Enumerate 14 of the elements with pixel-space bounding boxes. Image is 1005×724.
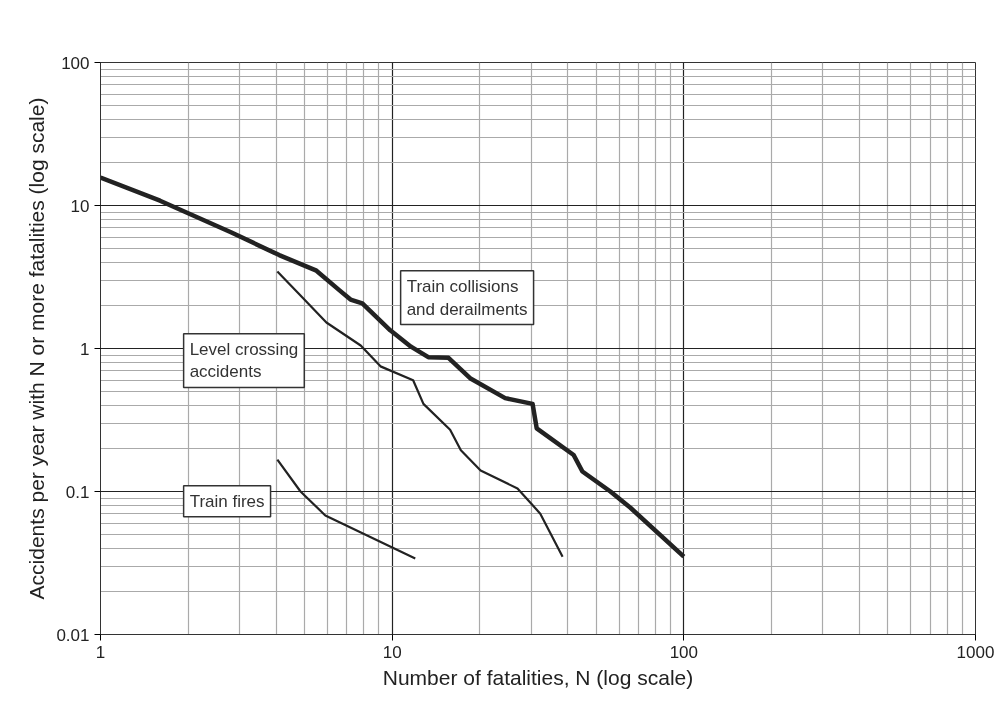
x-tick-label: 1000: [956, 642, 995, 662]
x-tick-label: 100: [669, 642, 699, 662]
y-tick-label: 10: [70, 196, 90, 216]
y-axis-title: Accidents per year with N or more fatalities (log scale): [25, 97, 49, 600]
y-tick-label: 0.1: [65, 482, 90, 502]
series-label: Level crossing accidents: [189, 339, 299, 382]
y-tick-label: 1: [80, 339, 90, 359]
y-tick-label: 100: [61, 53, 90, 73]
x-tick-label: 10: [382, 642, 402, 662]
series-label: Train collisions and derailments: [406, 276, 528, 319]
series-label: Train fires: [189, 491, 265, 511]
y-tick-label: 0.01: [56, 625, 90, 645]
x-tick-label: 1: [95, 642, 106, 662]
x-axis-title: Number of fatalities, N (log scale): [382, 665, 694, 689]
